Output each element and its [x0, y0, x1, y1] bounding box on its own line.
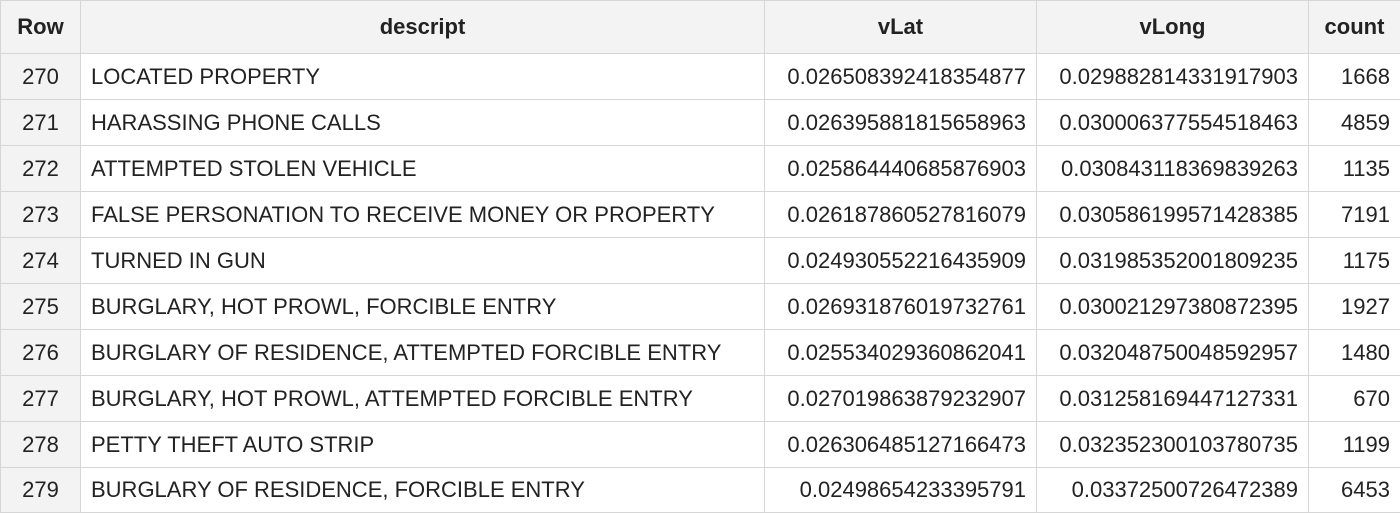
table-row: 278 PETTY THEFT AUTO STRIP 0.02630648512…: [1, 422, 1400, 468]
count-cell: 1135: [1309, 146, 1400, 192]
header-row: Row descript vLat vLong count: [1, 1, 1400, 54]
column-header-vlat[interactable]: vLat: [765, 1, 1037, 54]
row-number-cell: 274: [1, 238, 81, 284]
table-row: 273 FALSE PERSONATION TO RECEIVE MONEY O…: [1, 192, 1400, 238]
vlat-cell: 0.026931876019732761: [765, 284, 1037, 330]
count-cell: 1668: [1309, 54, 1400, 100]
vlong-cell: 0.030843118369839263: [1037, 146, 1309, 192]
vlat-cell: 0.024930552216435909: [765, 238, 1037, 284]
vlat-cell: 0.027019863879232907: [765, 376, 1037, 422]
count-cell: 6453: [1309, 468, 1400, 513]
vlat-cell: 0.026395881815658963: [765, 100, 1037, 146]
table-row: 275 BURGLARY, HOT PROWL, FORCIBLE ENTRY …: [1, 284, 1400, 330]
count-cell: 4859: [1309, 100, 1400, 146]
row-number-cell: 277: [1, 376, 81, 422]
column-header-count[interactable]: count: [1309, 1, 1400, 54]
count-cell: 670: [1309, 376, 1400, 422]
row-number-cell: 270: [1, 54, 81, 100]
table-header: Row descript vLat vLong count: [1, 1, 1400, 54]
table-row: 277 BURGLARY, HOT PROWL, ATTEMPTED FORCI…: [1, 376, 1400, 422]
row-number-cell: 275: [1, 284, 81, 330]
table-row: 270 LOCATED PROPERTY 0.02650839241835487…: [1, 54, 1400, 100]
vlong-cell: 0.031258169447127331: [1037, 376, 1309, 422]
descript-cell: BURGLARY OF RESIDENCE, FORCIBLE ENTRY: [81, 468, 765, 513]
column-header-vlong[interactable]: vLong: [1037, 1, 1309, 54]
table-body: 270 LOCATED PROPERTY 0.02650839241835487…: [1, 54, 1400, 513]
row-number-cell: 278: [1, 422, 81, 468]
vlong-cell: 0.030586199571428385: [1037, 192, 1309, 238]
count-cell: 1480: [1309, 330, 1400, 376]
row-number-cell: 271: [1, 100, 81, 146]
table-row: 271 HARASSING PHONE CALLS 0.026395881815…: [1, 100, 1400, 146]
vlat-cell: 0.02498654233395791: [765, 468, 1037, 513]
vlat-cell: 0.026508392418354877: [765, 54, 1037, 100]
descript-cell: BURGLARY, HOT PROWL, ATTEMPTED FORCIBLE …: [81, 376, 765, 422]
vlong-cell: 0.032048750048592957: [1037, 330, 1309, 376]
row-number-cell: 276: [1, 330, 81, 376]
vlat-cell: 0.026187860527816079: [765, 192, 1037, 238]
vlong-cell: 0.030021297380872395: [1037, 284, 1309, 330]
vlong-cell: 0.032352300103780735: [1037, 422, 1309, 468]
descript-cell: BURGLARY, HOT PROWL, FORCIBLE ENTRY: [81, 284, 765, 330]
descript-cell: FALSE PERSONATION TO RECEIVE MONEY OR PR…: [81, 192, 765, 238]
row-number-cell: 279: [1, 468, 81, 513]
table-row: 276 BURGLARY OF RESIDENCE, ATTEMPTED FOR…: [1, 330, 1400, 376]
vlat-cell: 0.026306485127166473: [765, 422, 1037, 468]
vlong-cell: 0.030006377554518463: [1037, 100, 1309, 146]
descript-cell: HARASSING PHONE CALLS: [81, 100, 765, 146]
row-number-cell: 272: [1, 146, 81, 192]
descript-cell: TURNED IN GUN: [81, 238, 765, 284]
count-cell: 1175: [1309, 238, 1400, 284]
table-row: 279 BURGLARY OF RESIDENCE, FORCIBLE ENTR…: [1, 468, 1400, 513]
table-row: 272 ATTEMPTED STOLEN VEHICLE 0.025864440…: [1, 146, 1400, 192]
row-number-cell: 273: [1, 192, 81, 238]
vlong-cell: 0.031985352001809235: [1037, 238, 1309, 284]
vlong-cell: 0.029882814331917903: [1037, 54, 1309, 100]
vlong-cell: 0.03372500726472389: [1037, 468, 1309, 513]
column-header-row[interactable]: Row: [1, 1, 81, 54]
count-cell: 7191: [1309, 192, 1400, 238]
descript-cell: PETTY THEFT AUTO STRIP: [81, 422, 765, 468]
vlat-cell: 0.025864440685876903: [765, 146, 1037, 192]
descript-cell: BURGLARY OF RESIDENCE, ATTEMPTED FORCIBL…: [81, 330, 765, 376]
vlat-cell: 0.025534029360862041: [765, 330, 1037, 376]
table-row: 274 TURNED IN GUN 0.024930552216435909 0…: [1, 238, 1400, 284]
count-cell: 1199: [1309, 422, 1400, 468]
column-header-descript[interactable]: descript: [81, 1, 765, 54]
descript-cell: ATTEMPTED STOLEN VEHICLE: [81, 146, 765, 192]
count-cell: 1927: [1309, 284, 1400, 330]
descript-cell: LOCATED PROPERTY: [81, 54, 765, 100]
